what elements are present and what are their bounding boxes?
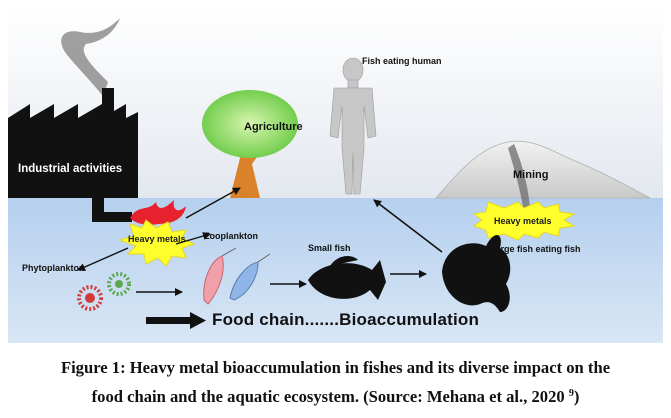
mountain-icon	[435, 140, 651, 199]
caption-closing-paren: )	[573, 387, 580, 406]
zooplankton-icon	[203, 247, 271, 305]
phytoplankton-icon	[77, 272, 131, 311]
label-mining: Mining	[513, 169, 549, 181]
food-chain-arrow	[146, 312, 206, 329]
caption-line-1: Figure 1: Heavy metal bioaccumulation in…	[60, 358, 611, 377]
figure-illustration: Industrial activities Heavy metals Agric…	[8, 8, 663, 343]
label-fish-eating-human: Fish eating human	[362, 56, 442, 66]
label-large-fish-eating-fish: Large fish eating fish	[490, 244, 581, 254]
factory-icon	[8, 88, 138, 222]
caption-line-2: food chain and the aquatic ecosystem. (S…	[0, 381, 671, 410]
arrow-heavy-metals-to-phytoplankton	[77, 247, 129, 271]
pollution-flame-icon	[130, 200, 186, 225]
heavy-metals-star-left	[118, 219, 196, 267]
small-fish-icon	[308, 256, 386, 300]
arrow-large-fish-to-human	[373, 199, 443, 253]
label-agriculture: Agriculture	[244, 121, 303, 133]
large-fish-icon	[442, 234, 511, 312]
arrow-heavy-metals-to-agriculture	[185, 187, 241, 219]
arrow-heavy-metals-to-zooplankton	[175, 232, 211, 245]
diagram-canvas	[8, 8, 663, 343]
tree-icon	[202, 90, 298, 198]
label-food-chain-bioaccumulation: Food chain.......Bioaccumulation	[212, 310, 480, 329]
caption-line-2-text: food chain and the aquatic ecosystem. (S…	[91, 387, 569, 406]
label-heavy-metals-left: Heavy metals	[128, 234, 186, 244]
label-small-fish: Small fish	[308, 243, 351, 253]
label-heavy-metals-right: Heavy metals	[494, 216, 552, 226]
label-zooplankton: Zooplankton	[204, 231, 258, 241]
label-industrial-activities: Industrial activities	[18, 163, 123, 175]
label-phytoplankton: Phytoplankton	[22, 263, 85, 273]
heavy-metals-star-right	[472, 201, 576, 241]
smoke-plume	[61, 18, 120, 96]
human-figure-icon	[329, 57, 377, 195]
caption-reference-number: 9	[568, 388, 574, 399]
figure-caption: Figure 1: Heavy metal bioaccumulation in…	[0, 355, 671, 410]
